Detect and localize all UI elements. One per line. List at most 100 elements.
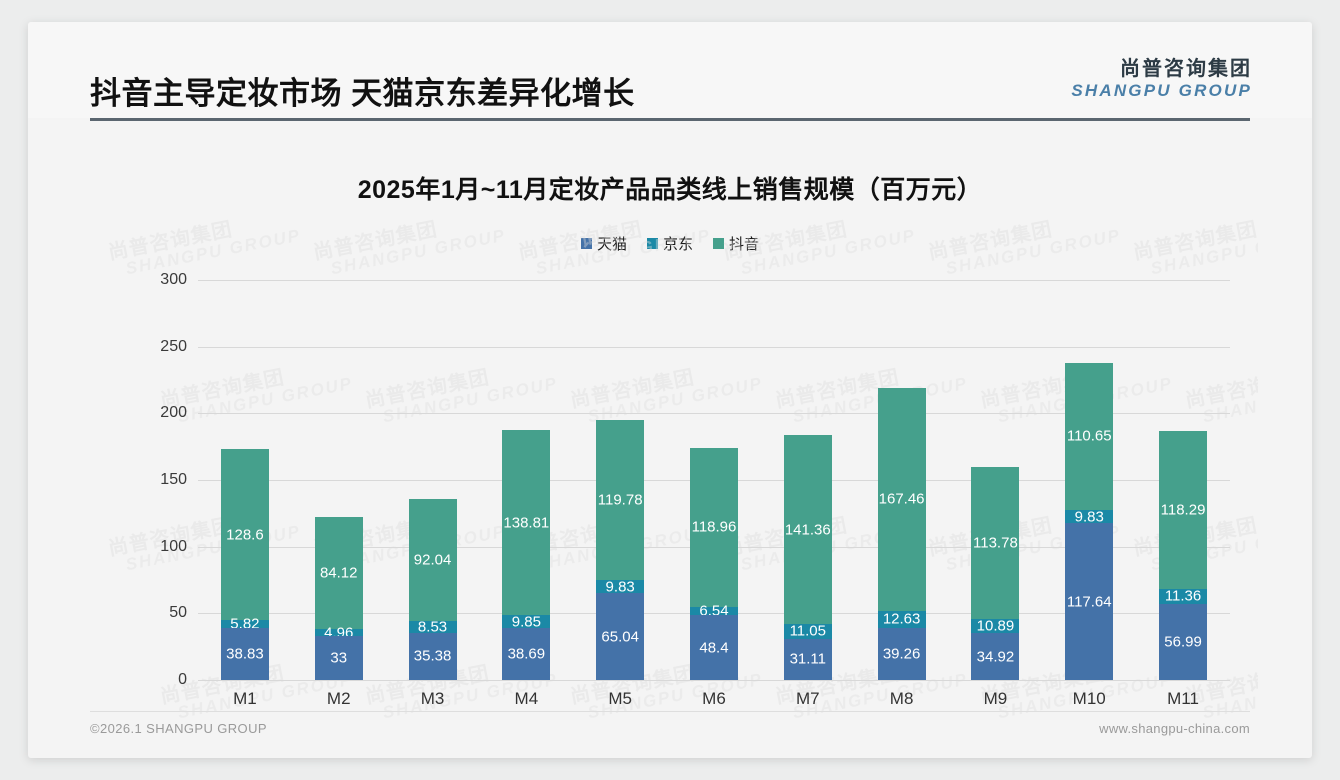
bar-segment-抖音[interactable]: 118.29	[1159, 431, 1208, 589]
y-axis-tick-label: 0	[178, 671, 187, 688]
y-axis-tick-label: 250	[160, 337, 187, 355]
bar-value-label: 31.11	[789, 650, 826, 668]
bar-segment-天猫[interactable]: 56.99	[1159, 604, 1208, 680]
bar-segment-天猫[interactable]: 31.11	[783, 638, 832, 680]
bar-value-label: 138.81	[503, 514, 550, 532]
bar-value-label: 141.36	[784, 521, 831, 539]
bar-column[interactable]: 118.96 6.54 48.4 M6	[667, 280, 761, 708]
bar-value-label: 84.12	[319, 564, 358, 582]
bar-value-label: 117.64	[1066, 593, 1112, 611]
bar-segment-抖音[interactable]: 118.96	[689, 448, 738, 607]
bar-segment-抖音[interactable]: 128.6	[220, 449, 269, 621]
legend-swatch-icon	[713, 238, 724, 249]
x-axis-tick-label: M6	[702, 689, 726, 708]
bar-value-label: 11.05	[789, 622, 826, 640]
bar-segment-京东[interactable]: 4.96	[314, 624, 363, 641]
legend-item-抖音[interactable]: 抖音	[713, 233, 759, 254]
bar-column[interactable]: 110.65 9.83 117.64 M10	[1042, 280, 1136, 708]
gridline: 0	[178, 671, 1230, 688]
x-axis-tick-label: M9	[983, 689, 1008, 708]
bar-column[interactable]: 128.6 5.82 38.83 M1	[198, 280, 292, 708]
bar-value-label: 56.99	[1164, 633, 1202, 651]
legend-swatch-icon	[646, 238, 658, 249]
y-axis-tick-label: 200	[160, 404, 187, 422]
bar-value-label: 92.04	[413, 551, 452, 569]
bar-segment-京东[interactable]: 9.83	[596, 578, 645, 595]
bar-column[interactable]: 119.78 9.83 65.04 M5	[573, 280, 667, 708]
legend-item-天猫[interactable]: 天猫	[580, 233, 627, 254]
legend-swatch-icon	[580, 238, 592, 249]
bar-segment-天猫[interactable]: 38.83	[220, 628, 269, 680]
bar-segment-抖音[interactable]: 110.65	[1065, 362, 1114, 511]
bar-stack: 92.04 8.53 35.38	[408, 498, 457, 680]
bar-stack: 167.46 12.63 39.26	[877, 387, 926, 680]
bar-column[interactable]: 113.78 10.89 34.92 M9	[949, 280, 1043, 708]
footer-divider	[90, 711, 1250, 712]
x-axis-tick-label: M8	[889, 689, 914, 708]
bar-value-label: 9.85	[511, 613, 541, 631]
bar-column[interactable]: 167.46 12.63 39.26 M8	[855, 280, 949, 708]
bar-segment-京东[interactable]: 12.63	[877, 610, 926, 628]
bar-stack: 141.36 11.05 31.11	[783, 435, 832, 680]
bar-column[interactable]: 92.04 8.53 35.38 M3	[386, 280, 480, 708]
bar-segment-天猫[interactable]: 33	[314, 636, 363, 680]
gridline: 200	[160, 404, 1230, 421]
brand-logo: 尚普咨询集团 SHANGPU GROUP	[1071, 58, 1252, 101]
bar-segment-抖音[interactable]: 84.12	[314, 517, 363, 630]
bar-segment-京东[interactable]: 5.82	[220, 616, 269, 633]
chart-plot-area: 尚普咨询集团 SHANGPU GROUP 尚普咨询集团 SHANGPU GROUP 尚普…	[108, 219, 1258, 728]
y-axis-tick-label: 50	[169, 604, 187, 622]
bar-segment-京东[interactable]: 9.85	[502, 613, 551, 631]
bar-segment-抖音[interactable]: 119.78	[596, 420, 645, 581]
bar-segment-天猫[interactable]: 34.92	[971, 633, 1020, 680]
bar-segment-抖音[interactable]: 167.46	[877, 387, 926, 611]
bar-segment-天猫[interactable]: 117.64	[1065, 523, 1114, 680]
slide-header: 抖音主导定妆市场 天猫京东差异化增长 尚普咨询集团 SHANGPU GROUP	[28, 22, 1312, 118]
bar-value-label: 110.65	[1066, 427, 1112, 445]
bar-value-label: 167.46	[878, 490, 925, 508]
chart-legend: 天猫 京东 抖音	[28, 233, 1312, 254]
bar-column[interactable]: 84.12 4.96 33 M2	[292, 280, 386, 708]
x-axis-tick-label: M4	[514, 689, 539, 708]
footer-website[interactable]: www.shangpu-china.com	[1099, 721, 1250, 736]
bar-segment-京东[interactable]: 10.89	[971, 618, 1020, 635]
y-axis-tick-label: 100	[160, 537, 187, 555]
bar-column[interactable]: 141.36 11.05 31.11 M7	[761, 280, 855, 708]
bar-value-label: 38.83	[226, 645, 264, 663]
bar-value-label: 128.6	[226, 526, 264, 544]
chart-title: 2025年1月~11月定妆产品品类线上销售规模（百万元）	[357, 176, 983, 204]
x-axis-tick-label: M1	[233, 689, 257, 708]
bar-column[interactable]: 118.29 11.36 56.99 M11	[1136, 280, 1230, 708]
bar-segment-京东[interactable]: 11.36	[1159, 588, 1208, 605]
bar-segment-京东[interactable]: 11.05	[783, 622, 832, 640]
x-axis-tick-label: M10	[1072, 689, 1106, 708]
bar-segment-京东[interactable]: 9.83	[1065, 508, 1114, 525]
footer-copyright: ©2026.1 SHANGPU GROUP	[90, 721, 267, 736]
bar-segment-抖音[interactable]: 138.81	[502, 430, 551, 616]
bar-value-label: 113.78	[973, 534, 1018, 552]
bar-segment-抖音[interactable]: 141.36	[783, 435, 832, 624]
logo-english-text: SHANGPU GROUP	[1071, 81, 1252, 100]
bar-segment-抖音[interactable]: 92.04	[408, 498, 457, 622]
page-title: 抖音主导定妆市场 天猫京东差异化增长	[90, 76, 635, 111]
bar-series-group: 128.6 5.82 38.83 M1 84.12 4.96 33 M2 92.04 8.53 35…	[198, 280, 1230, 708]
bar-segment-京东[interactable]: 6.54	[689, 603, 738, 620]
bar-segment-京东[interactable]: 8.53	[408, 619, 457, 636]
x-axis-tick-label: M3	[420, 689, 445, 708]
bar-segment-抖音[interactable]: 113.78	[971, 467, 1020, 619]
bar-segment-天猫[interactable]: 48.4	[689, 615, 738, 680]
y-axis-tick-label: 300	[160, 271, 187, 288]
bar-value-label: 119.78	[597, 491, 643, 509]
bar-segment-天猫[interactable]: 39.26	[877, 627, 926, 680]
legend-label: 抖音	[729, 236, 760, 253]
bar-value-label: 12.63	[882, 610, 921, 628]
bar-value-label: 35.38	[413, 647, 452, 665]
legend-item-京东[interactable]: 京东	[646, 233, 693, 254]
bar-segment-天猫[interactable]: 35.38	[408, 632, 457, 680]
bar-value-label: 118.96	[691, 518, 737, 536]
bar-segment-天猫[interactable]: 38.69	[502, 628, 551, 680]
bar-column[interactable]: 138.81 9.85 38.69 M4	[479, 280, 573, 708]
chart-axes: 0 50 100 150 200 250 300 128.6 5.82 38.83 M1 84.12…	[160, 271, 1230, 708]
bar-value-label: 8.53	[417, 618, 448, 636]
bar-segment-天猫[interactable]: 65.04	[596, 593, 645, 680]
